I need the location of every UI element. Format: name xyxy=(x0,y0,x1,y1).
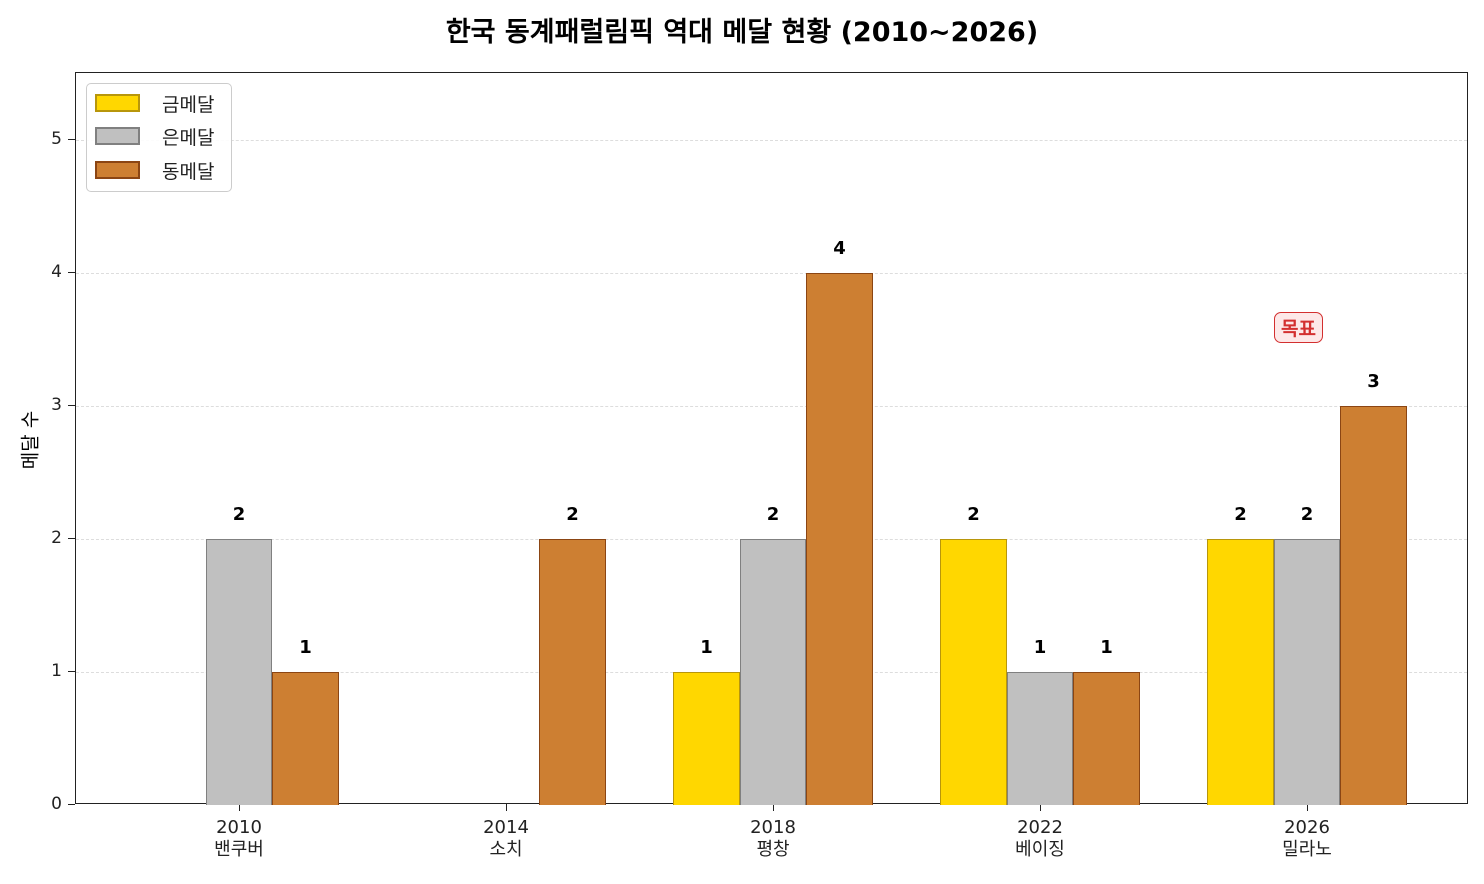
bronze-swatch-icon xyxy=(95,161,140,179)
y-tick-label: 1 xyxy=(51,661,62,681)
value-label: 2 xyxy=(1234,504,1247,525)
y-tick xyxy=(68,671,75,672)
bar-bronze xyxy=(806,273,873,805)
gridline xyxy=(76,273,1467,274)
value-label: 2 xyxy=(566,504,579,525)
x-tick-label: 2022 베이징 xyxy=(1015,817,1065,860)
x-tick-label: 2010 밴쿠버 xyxy=(214,817,264,860)
bar-bronze xyxy=(539,539,606,805)
legend: 금메달 은메달 동메달 xyxy=(86,83,232,192)
value-label: 2 xyxy=(967,504,980,525)
value-label: 3 xyxy=(1367,371,1380,392)
value-label: 4 xyxy=(833,238,846,259)
y-tick xyxy=(68,538,75,539)
chart-title: 한국 동계패럴림픽 역대 메달 현황 (2010~2026) xyxy=(445,17,1039,48)
plot-area: 0 1 2 3 4 5 2010 밴쿠버 2 1 2014 소치 2 2018 평창 1 2 4 2022 베이징 2 1… xyxy=(51,72,1468,860)
value-label: 2 xyxy=(232,504,246,525)
y-tick-label: 2 xyxy=(51,528,62,548)
x-tick xyxy=(773,804,774,811)
value-label: 1 xyxy=(1100,637,1113,658)
bar-silver xyxy=(1006,672,1074,805)
value-label: 1 xyxy=(299,637,312,658)
legend-label: 은메달 xyxy=(162,126,215,149)
x-tick-label: 2014 소치 xyxy=(483,817,529,860)
value-label: 2 xyxy=(1300,504,1314,525)
value-label: 2 xyxy=(766,504,780,525)
bar-silver xyxy=(1273,539,1341,805)
legend-item-silver: 은메달 xyxy=(95,125,215,149)
legend-item-gold: 금메달 xyxy=(95,92,215,116)
y-tick xyxy=(68,804,75,805)
x-tick xyxy=(1040,804,1041,811)
x-tick xyxy=(239,804,240,811)
legend-item-bronze: 동메달 xyxy=(95,159,215,183)
x-tick-label: 2026 밀라노 xyxy=(1282,817,1332,860)
legend-label: 동메달 xyxy=(162,160,215,183)
bar-gold xyxy=(940,539,1007,805)
x-tick xyxy=(506,804,507,811)
bar-gold xyxy=(1207,539,1274,805)
legend-label: 금메달 xyxy=(162,93,215,116)
x-tick-label: 2018 평창 xyxy=(750,817,796,860)
y-tick-label: 0 xyxy=(51,794,62,814)
gridline xyxy=(76,406,1467,407)
bar-gold xyxy=(673,672,740,805)
bar-silver xyxy=(739,539,807,805)
y-tick-label: 4 xyxy=(51,262,62,282)
gold-swatch-icon xyxy=(95,94,140,112)
y-tick-label: 3 xyxy=(51,395,62,415)
silver-swatch-icon xyxy=(95,127,140,145)
value-label: 1 xyxy=(1033,637,1047,658)
x-tick xyxy=(1307,804,1308,811)
bar-bronze xyxy=(272,672,339,805)
y-tick xyxy=(68,139,75,140)
y-tick xyxy=(68,272,75,273)
value-label: 1 xyxy=(700,637,713,658)
y-tick-label: 5 xyxy=(51,129,62,149)
goal-annotation: 목표 xyxy=(1274,312,1323,343)
y-tick xyxy=(68,405,75,406)
bar-bronze xyxy=(1340,406,1407,805)
gridline xyxy=(76,140,1467,141)
bar-silver xyxy=(205,539,273,805)
bar-bronze xyxy=(1073,672,1140,805)
